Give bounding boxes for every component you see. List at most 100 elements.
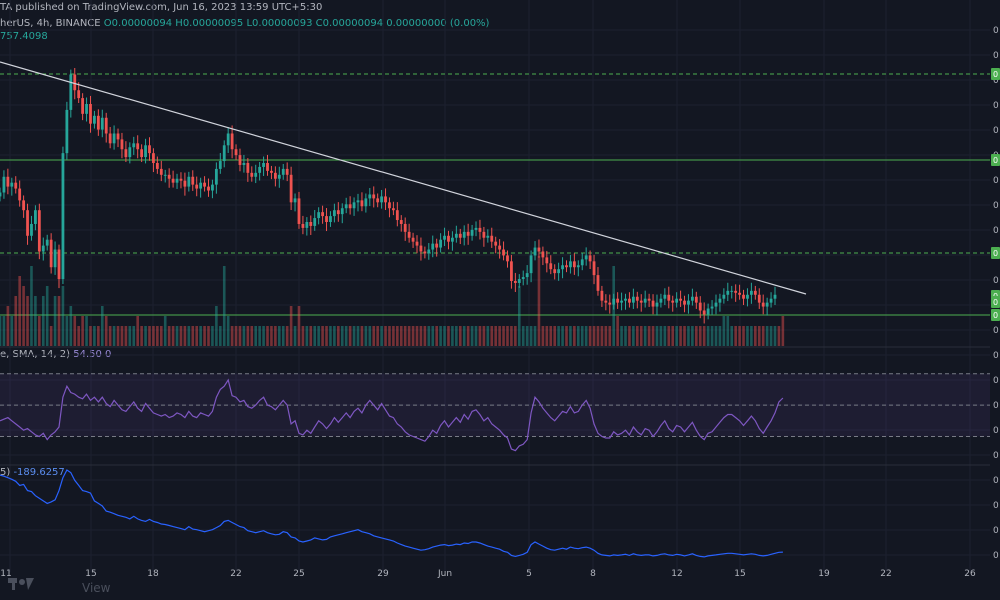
volume-bar [573, 326, 576, 346]
volume-bar [329, 326, 332, 346]
candle-body [285, 168, 289, 175]
volume-bar [30, 266, 33, 346]
volume-bar [22, 286, 25, 346]
volume-bar [250, 326, 254, 346]
price-axis[interactable]: 0000000000000000000000000000 [990, 0, 1000, 572]
volume-bar [360, 326, 364, 346]
candle-body [439, 239, 443, 248]
volume-bar [175, 326, 179, 346]
volume-bars [0, 256, 785, 346]
volume-bar [364, 326, 368, 346]
volume-bar [683, 326, 686, 346]
candle-body [510, 261, 513, 281]
candle-body [360, 200, 364, 207]
volume-bar [588, 326, 592, 346]
volume-bar [120, 326, 124, 346]
price-tick-label: 0 [993, 101, 999, 111]
candle-body [466, 231, 470, 236]
volume-value: 757.4098 [0, 31, 48, 42]
candle-body [667, 294, 671, 301]
volume-bar [494, 326, 497, 346]
candle-body [242, 163, 246, 165]
volume-bar [663, 326, 667, 346]
volume-bar [431, 326, 435, 346]
volume-bar [451, 326, 454, 346]
candle-body [167, 174, 171, 179]
candle-body [293, 198, 297, 203]
volume-bar [691, 326, 694, 346]
candle-body [592, 261, 596, 276]
volume-bar [167, 326, 171, 346]
volume-bar [455, 326, 458, 346]
candle-body [698, 302, 702, 311]
candle-body [470, 229, 474, 236]
volume-bar [159, 326, 163, 346]
volume-bar [18, 276, 21, 346]
tradingview-watermark: View [8, 578, 111, 595]
price-tick-label: 0 [993, 376, 999, 386]
candle-body [517, 279, 521, 283]
publish-line: TA published on TradingView.com, Jun 16,… [0, 2, 322, 13]
volume-bar [195, 326, 199, 346]
candle-body [498, 245, 502, 250]
candle-body [549, 263, 553, 270]
candle-body [415, 241, 419, 246]
candle-body [34, 210, 37, 224]
candle-body [297, 198, 301, 224]
trendline[interactable] [0, 61, 807, 295]
candle-body [301, 223, 305, 228]
candle-body [553, 269, 557, 274]
time-tick-label: 22 [230, 569, 241, 579]
volume-bar [726, 316, 730, 346]
price-tick-label: 0 [993, 426, 999, 436]
candle-body [246, 163, 250, 173]
volume-bar [100, 306, 104, 346]
time-axis[interactable]: 11 15 18 22 25 29 Jun 5 8 12 15 19 22 26 [0, 569, 976, 579]
price-axis-bg [990, 0, 1000, 572]
candle-body [639, 300, 643, 303]
candle-body [671, 300, 675, 303]
volume-bar [533, 326, 537, 346]
volume-bar [317, 326, 320, 346]
volume-bar [620, 326, 623, 346]
volume-bar [470, 326, 474, 346]
candle-body [22, 200, 26, 211]
volume-bar [462, 326, 466, 346]
cmf-legend: 5) -189.6257 [0, 467, 65, 478]
volume-bar [108, 326, 112, 346]
volume-bar [706, 326, 710, 346]
ohlc-change: 0.00000000 (0.00%) [386, 18, 490, 29]
time-tick-label: 15 [85, 569, 96, 579]
candle-body [73, 74, 77, 91]
volume-bar [738, 326, 741, 346]
volume-bar [490, 326, 494, 346]
volume-bar [722, 316, 726, 346]
volume-bar [104, 316, 108, 346]
candle-body [372, 194, 376, 199]
volume-bar [14, 296, 18, 346]
price-tick-label: 0 [993, 326, 999, 336]
volume-bar [207, 326, 210, 346]
candle-body [765, 302, 769, 307]
candle-body [116, 133, 120, 140]
candle-body [742, 294, 745, 299]
candle-body [616, 298, 620, 303]
candle-body [635, 296, 639, 301]
candle-body [309, 222, 313, 226]
candle-body [273, 172, 277, 179]
volume-bar [423, 326, 427, 346]
price-tick-label: 0 [993, 51, 999, 61]
volume-bar [474, 326, 478, 346]
volume-bar [506, 326, 509, 346]
candle-body [69, 74, 73, 110]
volume-bar [325, 326, 328, 346]
volume-bar [443, 326, 446, 346]
volume-bar [242, 326, 246, 346]
candle-body [395, 210, 399, 221]
price-badge-2 [991, 247, 1000, 259]
volume-bar [356, 326, 360, 346]
time-tick-label: 8 [590, 569, 596, 579]
volume-bar [219, 326, 222, 346]
